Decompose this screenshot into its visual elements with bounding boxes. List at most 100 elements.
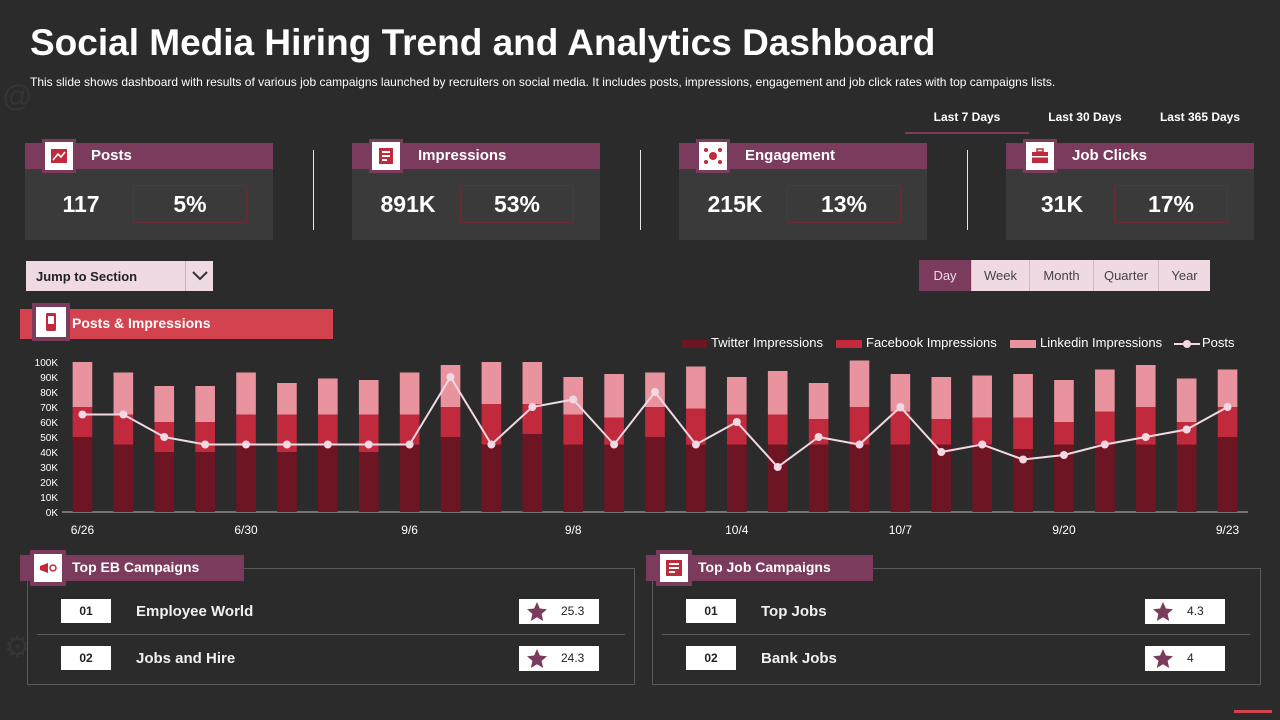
posts-point [773, 463, 782, 471]
y-tick-label: 40K [40, 448, 58, 459]
x-tick-label: 6/30 [234, 523, 258, 537]
bar-linkedin [1013, 374, 1033, 418]
bar-facebook [563, 414, 584, 445]
x-tick-label: 9/20 [1052, 523, 1076, 537]
x-tick-label: 10/7 [889, 523, 913, 537]
posts-point [405, 440, 414, 449]
job-list-icon [656, 550, 692, 586]
legend-swatch [836, 339, 862, 348]
posts-point [201, 440, 210, 449]
y-tick-label: 20K [40, 478, 58, 489]
rank-badge: 02 [686, 646, 736, 670]
kpi-label: Engagement [745, 147, 836, 164]
rank-badge: 01 [686, 599, 736, 623]
rank-badge: 02 [61, 646, 111, 670]
campaign-name: Jobs and Hire [136, 650, 236, 667]
bar-facebook [481, 404, 502, 445]
y-tick-label: 0K [46, 508, 59, 519]
rank-badge: 01 [61, 599, 111, 623]
top-eb-campaigns-header: Top EB Campaigns [20, 550, 244, 586]
section-title: Posts & Impressions [72, 315, 211, 331]
score-box: 4 [1145, 646, 1225, 671]
bar-facebook [972, 417, 992, 445]
posts-point [1059, 451, 1068, 459]
kpi-percent: 17% [1114, 185, 1228, 223]
tab-last-7-days[interactable]: Last 7 Days [905, 106, 1029, 134]
bar-facebook [1054, 422, 1074, 445]
posts-point [119, 410, 128, 419]
bar-facebook [767, 414, 788, 445]
star-icon [1153, 602, 1173, 621]
bar-linkedin [1176, 378, 1197, 422]
legend-twitter: Twitter Impressions [681, 335, 823, 350]
section-title: Top EB Campaigns [72, 559, 200, 575]
posts-point [569, 395, 578, 404]
tab-last-30-days[interactable]: Last 30 Days [1048, 110, 1122, 124]
x-tick-label: 9/6 [401, 523, 418, 537]
score-box: 24.3 [519, 646, 599, 671]
tab-month[interactable]: Month [1029, 260, 1093, 291]
posts-point [978, 440, 987, 449]
posts-point [651, 388, 659, 396]
campaign-name: Top Jobs [761, 603, 827, 620]
bar-facebook [236, 414, 256, 445]
posts-point [160, 433, 169, 441]
bar-linkedin [767, 371, 788, 415]
bar-facebook [645, 407, 665, 437]
kpi-value: 117 [62, 191, 100, 217]
bar-linkedin [236, 372, 256, 415]
legend-linkedin: Linkedin Impressions [1010, 335, 1162, 350]
bar-linkedin [399, 372, 420, 415]
watermark-at-icon: @ [2, 80, 33, 113]
tab-day[interactable]: Day [919, 260, 971, 291]
legend-label: Posts [1202, 335, 1235, 350]
score-value: 25.3 [561, 604, 585, 618]
bar-twitter [1054, 444, 1074, 512]
posts-icon [42, 139, 76, 173]
bar-linkedin [808, 383, 829, 419]
tab-last-365-days[interactable]: Last 365 Days [1159, 110, 1241, 124]
bar-twitter [399, 444, 420, 512]
y-tick-label: 60K [40, 418, 58, 429]
tab-quarter[interactable]: Quarter [1093, 260, 1158, 291]
bar-facebook [604, 417, 624, 445]
x-tick-label: 6/26 [71, 523, 95, 537]
bar-twitter [481, 444, 502, 512]
chevron-down-icon[interactable] [185, 261, 213, 291]
star-icon [527, 602, 547, 621]
bar-twitter [1095, 444, 1115, 512]
bar-twitter [604, 444, 624, 512]
tab-year[interactable]: Year [1158, 260, 1210, 291]
y-tick-label: 90K [40, 373, 58, 384]
bar-linkedin [890, 374, 911, 412]
legend-label: Twitter Impressions [711, 335, 823, 350]
posts-point [814, 433, 823, 441]
range-tabs: Last 7 Days Last 30 Days Last 365 Days [905, 106, 1245, 134]
bar-linkedin [726, 377, 747, 415]
bar-linkedin [358, 380, 379, 415]
score-value: 4.3 [1187, 604, 1204, 618]
tab-week[interactable]: Week [971, 260, 1029, 291]
page-subtitle: This slide shows dashboard with results … [30, 75, 1056, 89]
bar-linkedin [1217, 369, 1238, 407]
jump-to-section-dropdown[interactable]: Jump to Section [26, 261, 213, 291]
bar-linkedin [318, 378, 338, 415]
bar-linkedin [154, 386, 175, 422]
bar-linkedin [1095, 369, 1115, 412]
bar-twitter [972, 444, 992, 512]
bar-linkedin [972, 375, 992, 418]
divider [967, 150, 968, 230]
posts-point [364, 440, 373, 449]
kpi-label: Posts [91, 147, 132, 164]
y-tick-label: 50K [40, 433, 58, 444]
bar-linkedin [686, 366, 706, 409]
posts-point [282, 440, 291, 449]
legend-label: Facebook Impressions [866, 335, 997, 350]
bar-facebook [399, 414, 420, 445]
page-title: Social Media Hiring Trend and Analytics … [30, 22, 936, 63]
bar-facebook [726, 414, 747, 445]
bar-twitter [686, 444, 706, 512]
accent-bar [1234, 710, 1272, 713]
posts-point [323, 440, 332, 449]
kpi-value: 891K [380, 191, 436, 217]
